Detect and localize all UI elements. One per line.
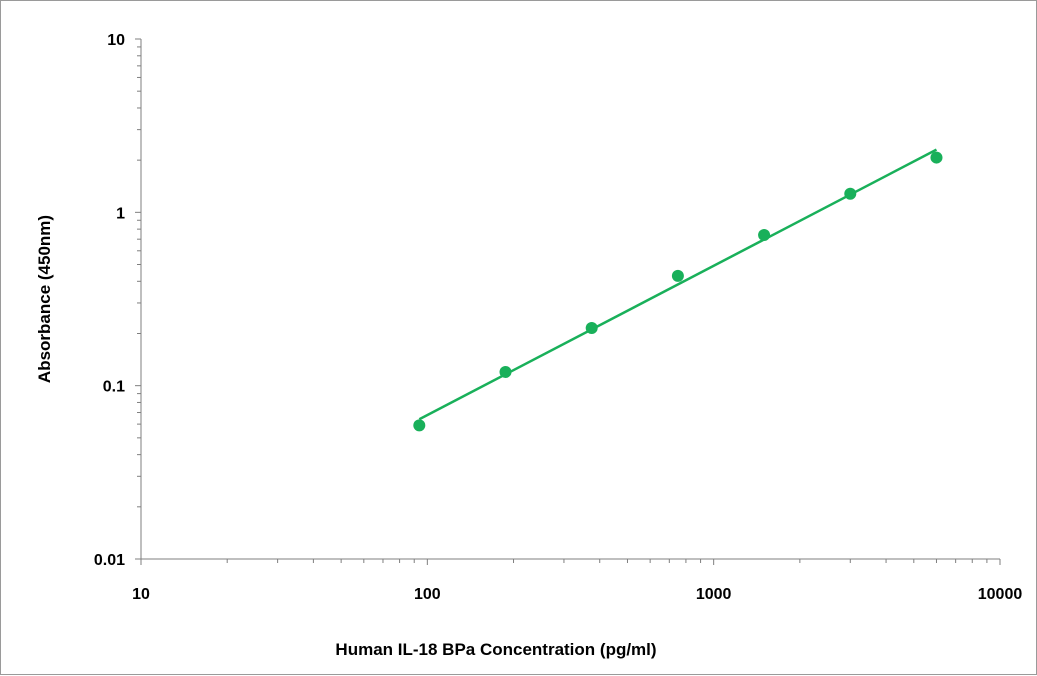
axis-ticks bbox=[135, 38, 1001, 565]
data-point bbox=[413, 419, 426, 432]
x-tick-label: 1000 bbox=[696, 586, 732, 603]
fit-line bbox=[418, 148, 938, 421]
data-point bbox=[585, 322, 598, 335]
data-point bbox=[671, 269, 684, 282]
data-point bbox=[758, 228, 771, 241]
y-tick-label: 1 bbox=[116, 205, 125, 222]
y-tick-label: 10 bbox=[107, 32, 125, 49]
fit-lines bbox=[418, 148, 938, 421]
data-point bbox=[930, 151, 943, 164]
axes bbox=[140, 39, 1000, 560]
y-tick-label: 0.01 bbox=[94, 552, 125, 569]
data-points bbox=[413, 151, 943, 432]
y-tick-label: 0.1 bbox=[103, 379, 125, 396]
tick-labels: 10 100 1000 10000 0.01 0.1 1 10 bbox=[94, 32, 1022, 603]
data-point bbox=[499, 365, 512, 378]
x-tick-label: 100 bbox=[414, 586, 441, 603]
y-axis-title: Absorbance (450nm) bbox=[35, 215, 54, 383]
x-axis-title: Human IL-18 BPa Concentration (pg/ml) bbox=[335, 640, 656, 659]
x-tick-label: 10 bbox=[132, 586, 150, 603]
x-tick-label: 10000 bbox=[978, 586, 1023, 603]
data-point bbox=[844, 187, 857, 200]
